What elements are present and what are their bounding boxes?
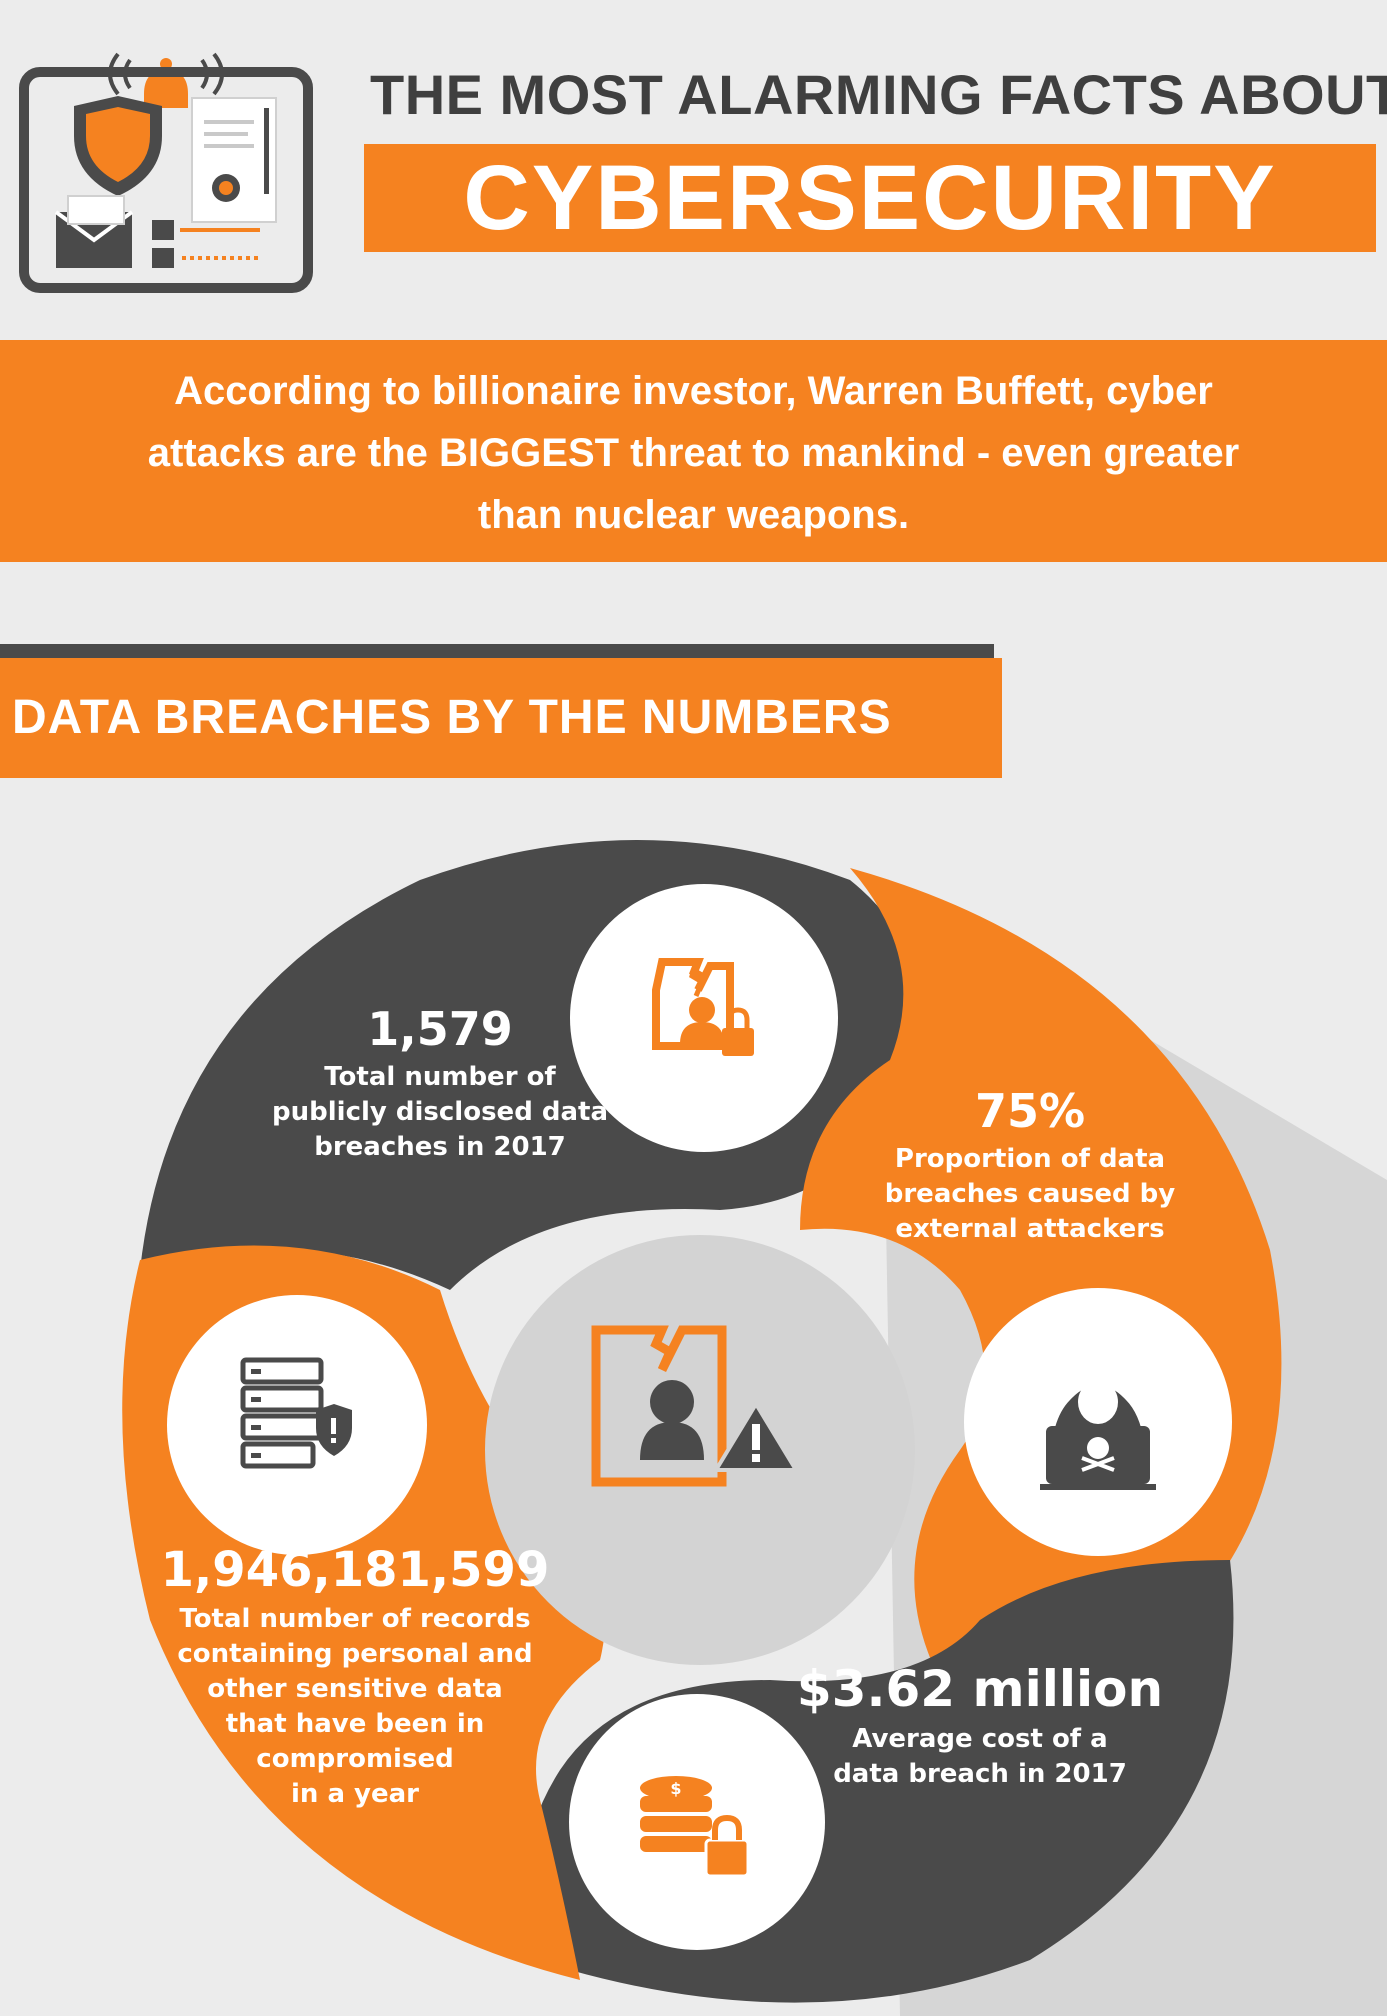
stat-description: Proportion of data breaches caused by ex… bbox=[860, 1142, 1200, 1247]
stat-description-line: breaches in 2017 bbox=[314, 1132, 566, 1162]
stat-description-line: Average cost of a bbox=[852, 1724, 1108, 1754]
quote-band bbox=[0, 340, 1387, 562]
quote-line: attacks are the BIGGEST threat to mankin… bbox=[147, 431, 1240, 475]
document-user-lock-icon bbox=[652, 958, 754, 1056]
stat-description-line: Total number of records bbox=[179, 1604, 531, 1634]
stat-description-line: compromised bbox=[256, 1744, 454, 1774]
stat-value: $3.62 million bbox=[796, 1660, 1164, 1718]
quote-line: than nuclear weapons. bbox=[477, 493, 910, 537]
stat-description-line: Proportion of data bbox=[894, 1144, 1166, 1174]
stat-description-line: containing personal and bbox=[177, 1639, 533, 1669]
coins-lock-icon: $ bbox=[640, 1776, 750, 1878]
document-user-warning-icon bbox=[591, 1325, 800, 1487]
stat-description: Total number of publicly disclosed data … bbox=[260, 1060, 620, 1165]
section-banner bbox=[0, 658, 1002, 778]
server-shield-icon bbox=[240, 1357, 352, 1469]
svg-text:$: $ bbox=[670, 1779, 681, 1798]
stat-description-line: external attackers bbox=[895, 1214, 1165, 1244]
stat-description-line: data breach in 2017 bbox=[833, 1759, 1127, 1789]
stat-average-cost: $3.62 million Average cost of a data bre… bbox=[790, 1660, 1170, 1792]
stat-description-line: that have been in bbox=[225, 1709, 485, 1739]
stat-description: Average cost of a data breach in 2017 bbox=[790, 1722, 1170, 1792]
stat-value: 75% bbox=[974, 1084, 1086, 1138]
stat-value: 1,579 bbox=[367, 1002, 513, 1056]
stat-compromised-records: 1,946,181,599 Total number of records co… bbox=[160, 1542, 550, 1812]
title-banner bbox=[364, 144, 1376, 252]
stat-disclosed-breaches: 1,579 Total number of publicly disclosed… bbox=[260, 1002, 620, 1165]
quote-line: According to billionaire investor, Warre… bbox=[174, 369, 1213, 413]
quote-text: According to billionaire investor, Warre… bbox=[40, 360, 1347, 546]
stat-description-line: in a year bbox=[290, 1779, 420, 1809]
stat-external-attackers: 75% Proportion of data breaches caused b… bbox=[860, 1084, 1200, 1247]
stat-description: Total number of records containing perso… bbox=[160, 1602, 550, 1812]
hooded-hacker-icon bbox=[1040, 1380, 1156, 1490]
stat-description-line: other sensitive data bbox=[207, 1674, 503, 1704]
data-breach-swirl: $ bbox=[122, 840, 1387, 2016]
page-title: CYBERSECURITY bbox=[463, 147, 1277, 249]
section-divider bbox=[0, 644, 994, 658]
cybersecurity-hero-icon bbox=[19, 52, 313, 293]
stat-description-line: publicly disclosed data bbox=[272, 1097, 608, 1127]
stat-description-line: Total number of bbox=[324, 1062, 556, 1092]
stat-value: 1,946,181,599 bbox=[160, 1542, 550, 1598]
section-title: DATA BREACHES BY THE NUMBERS bbox=[12, 691, 892, 744]
stat-description-line: breaches caused by bbox=[884, 1179, 1176, 1209]
title-prefix: THE MOST ALARMING FACTS ABOUT bbox=[370, 63, 1387, 126]
